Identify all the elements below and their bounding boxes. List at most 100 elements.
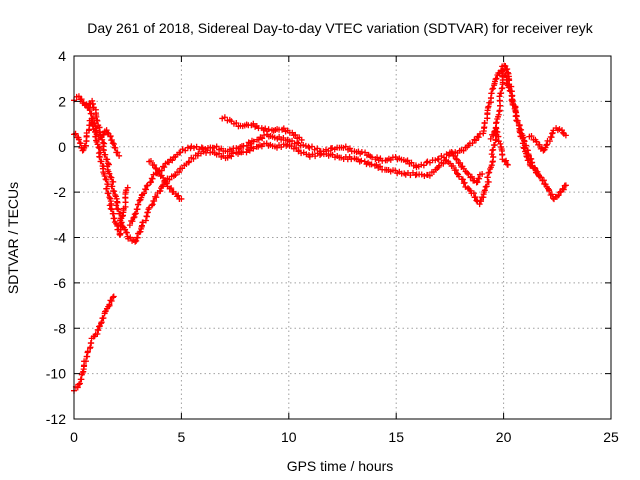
data-point xyxy=(127,234,134,241)
data-point xyxy=(151,162,158,169)
data-point xyxy=(162,179,169,186)
data-point xyxy=(104,181,111,188)
data-point xyxy=(342,143,349,150)
data-point xyxy=(108,297,115,304)
data-point xyxy=(440,160,447,167)
data-point xyxy=(531,164,538,171)
data-point xyxy=(474,179,481,186)
data-point xyxy=(368,154,375,161)
data-point xyxy=(533,138,540,145)
data-point xyxy=(504,77,511,84)
data-point xyxy=(472,194,479,201)
data-point xyxy=(116,152,123,159)
data-point xyxy=(457,159,464,166)
series-group xyxy=(146,158,185,202)
data-point xyxy=(148,179,155,186)
data-point xyxy=(131,211,138,218)
data-point xyxy=(469,140,476,147)
data-point xyxy=(102,176,109,183)
data-point xyxy=(101,172,108,179)
data-point xyxy=(485,178,492,185)
data-point xyxy=(373,161,380,168)
data-point xyxy=(132,238,139,245)
data-point xyxy=(496,70,503,77)
data-point xyxy=(506,87,513,94)
data-point xyxy=(507,88,514,95)
data-point xyxy=(75,93,82,100)
y-axis-label: SDTVAR / TECUs xyxy=(5,182,21,294)
data-point xyxy=(108,206,115,213)
data-point xyxy=(377,163,384,170)
data-point xyxy=(460,147,467,154)
data-point xyxy=(110,293,117,300)
data-point xyxy=(96,323,103,330)
data-point xyxy=(177,149,184,156)
data-point xyxy=(175,192,182,199)
data-point xyxy=(464,169,471,176)
data-point xyxy=(190,144,197,151)
data-point xyxy=(559,129,566,136)
data-point xyxy=(500,67,507,74)
data-point xyxy=(559,185,566,192)
data-point xyxy=(495,69,502,76)
data-point xyxy=(82,358,89,365)
plot-frame xyxy=(73,55,612,420)
data-point xyxy=(468,173,475,180)
data-point xyxy=(110,215,117,222)
data-point xyxy=(520,134,527,141)
data-point xyxy=(546,138,553,145)
data-point xyxy=(546,187,553,194)
y-tick-label: 4 xyxy=(58,48,66,64)
data-point xyxy=(148,202,155,209)
grid-lines xyxy=(74,56,611,419)
x-tick-label: 15 xyxy=(388,429,404,445)
data-point xyxy=(95,144,102,151)
data-point xyxy=(156,168,163,175)
data-point xyxy=(265,126,272,133)
series-group xyxy=(526,125,569,154)
data-point xyxy=(172,172,179,179)
data-point xyxy=(115,206,122,213)
data-point xyxy=(490,146,497,153)
y-tick-label: -8 xyxy=(54,320,67,336)
data-point xyxy=(450,162,457,169)
data-point xyxy=(233,119,240,126)
data-point xyxy=(76,380,83,387)
x-axis-label: GPS time / hours xyxy=(287,458,394,474)
data-point xyxy=(465,171,472,178)
x-tick-label: 10 xyxy=(281,429,297,445)
y-tick-label: 0 xyxy=(58,139,66,155)
data-point xyxy=(441,154,448,161)
data-point xyxy=(149,201,156,208)
data-point xyxy=(250,145,257,152)
data-point xyxy=(169,157,176,164)
data-point xyxy=(132,210,139,217)
data-point xyxy=(348,156,355,163)
x-tick-label: 25 xyxy=(603,429,619,445)
data-point xyxy=(86,106,93,113)
data-point xyxy=(560,186,567,193)
data-point xyxy=(153,165,160,172)
data-point xyxy=(94,141,101,148)
data-point xyxy=(555,192,562,199)
data-point xyxy=(106,170,113,177)
data-point xyxy=(103,176,110,183)
data-point xyxy=(502,62,509,69)
data-point xyxy=(459,176,466,183)
data-point xyxy=(143,186,150,193)
data-point xyxy=(118,220,125,227)
data-point xyxy=(114,199,121,206)
data-point xyxy=(523,142,530,149)
data-point xyxy=(492,76,499,83)
data-point xyxy=(113,202,120,209)
y-tick-label: -2 xyxy=(54,184,67,200)
data-point xyxy=(308,143,315,150)
data-point xyxy=(488,162,495,169)
data-point xyxy=(247,140,254,147)
data-point xyxy=(250,138,257,145)
data-point xyxy=(448,148,455,155)
data-point xyxy=(84,348,91,355)
data-point xyxy=(112,145,119,152)
data-point xyxy=(153,194,160,201)
data-point xyxy=(534,170,541,177)
